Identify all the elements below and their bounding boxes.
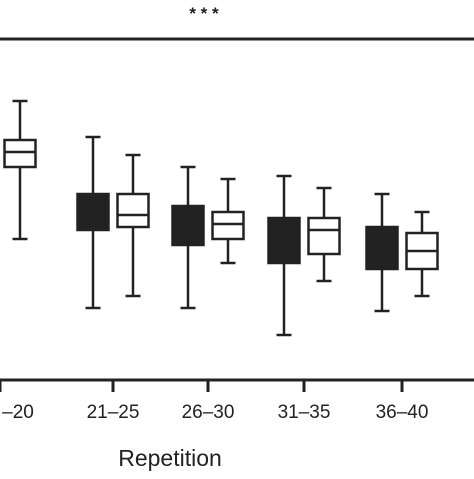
box-body bbox=[3, 138, 37, 169]
box-s1-c0 bbox=[3, 99, 37, 241]
x-axis-label: Repetition bbox=[118, 445, 222, 471]
box-body bbox=[365, 225, 399, 271]
box-s0-c4 bbox=[365, 192, 399, 313]
x-axis-ticks: –20 21–25 26–30 31–35 36–40 bbox=[0, 380, 428, 423]
box-body bbox=[171, 204, 205, 247]
box-s0-c1 bbox=[76, 135, 110, 310]
x-tick-label-0: –20 bbox=[2, 402, 34, 423]
box-body bbox=[211, 210, 245, 241]
box-s1-c1 bbox=[116, 153, 150, 298]
box-s1-c3 bbox=[307, 186, 341, 283]
x-tick-label-4: 36–40 bbox=[376, 402, 429, 423]
boxes-group bbox=[3, 99, 439, 337]
box-body bbox=[116, 192, 150, 229]
x-tick-label-2: 26–30 bbox=[182, 402, 235, 423]
box-body bbox=[267, 216, 301, 265]
box-s0-c2 bbox=[171, 165, 205, 310]
x-tick-label-3: 31–35 bbox=[278, 402, 331, 423]
box-s0-c3 bbox=[267, 174, 301, 337]
significance-label: * * * bbox=[189, 4, 219, 23]
box-body bbox=[307, 216, 341, 256]
x-tick-label-1: 21–25 bbox=[87, 402, 140, 423]
box-body bbox=[76, 192, 110, 232]
box-s1-c2 bbox=[211, 177, 245, 265]
box-s1-c4 bbox=[405, 210, 439, 298]
